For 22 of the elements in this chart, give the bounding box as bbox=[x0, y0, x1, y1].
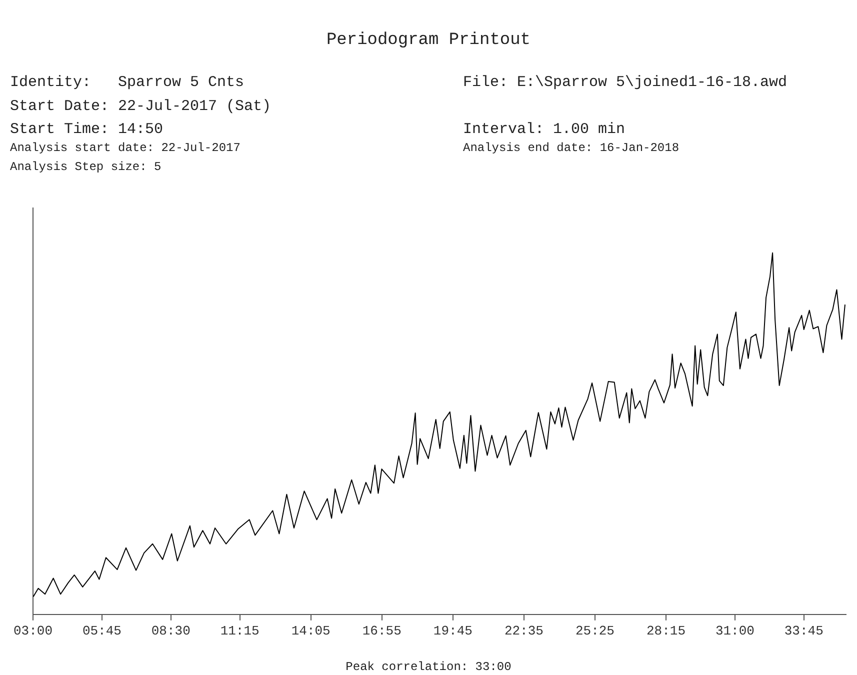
text: Identity: Sparrow 5 Cnts bbox=[10, 74, 244, 91]
text: Peak correlation: 33:00 bbox=[344, 660, 512, 674]
x-tick-label: 25:25 bbox=[575, 624, 614, 639]
x-tick-label: 16:55 bbox=[362, 624, 402, 639]
x-tick-label: 19:45 bbox=[433, 624, 472, 639]
text: Interval: 1.00 min bbox=[463, 121, 626, 138]
text: Start Date: 22-Jul-2017 (Sat) bbox=[10, 98, 272, 115]
x-tick-label: 05:45 bbox=[82, 624, 122, 639]
text: Analysis end date: 16-Jan-2018 bbox=[463, 141, 680, 155]
chart-title: Periodogram Printout bbox=[325, 30, 532, 52]
x-tick-label: 22:35 bbox=[504, 624, 544, 639]
x-tick-label: 03:00 bbox=[13, 624, 53, 639]
x-tick-label: 08:30 bbox=[151, 624, 190, 639]
text: Analysis start date: 22-Jul-2017 bbox=[10, 141, 240, 155]
text: Start Time: 14:50 bbox=[10, 121, 164, 138]
x-tick-label: 33:45 bbox=[784, 624, 824, 639]
x-tick-label: 28:15 bbox=[646, 624, 686, 639]
text: Analysis Step size: 5 bbox=[10, 160, 162, 174]
x-tick-label: 14:05 bbox=[291, 624, 330, 639]
x-tick-label: 31:00 bbox=[715, 624, 754, 639]
text: File: E:\Sparrow 5\joined1-16-18.awd bbox=[463, 74, 788, 91]
x-tick-label: 11:15 bbox=[220, 624, 260, 639]
